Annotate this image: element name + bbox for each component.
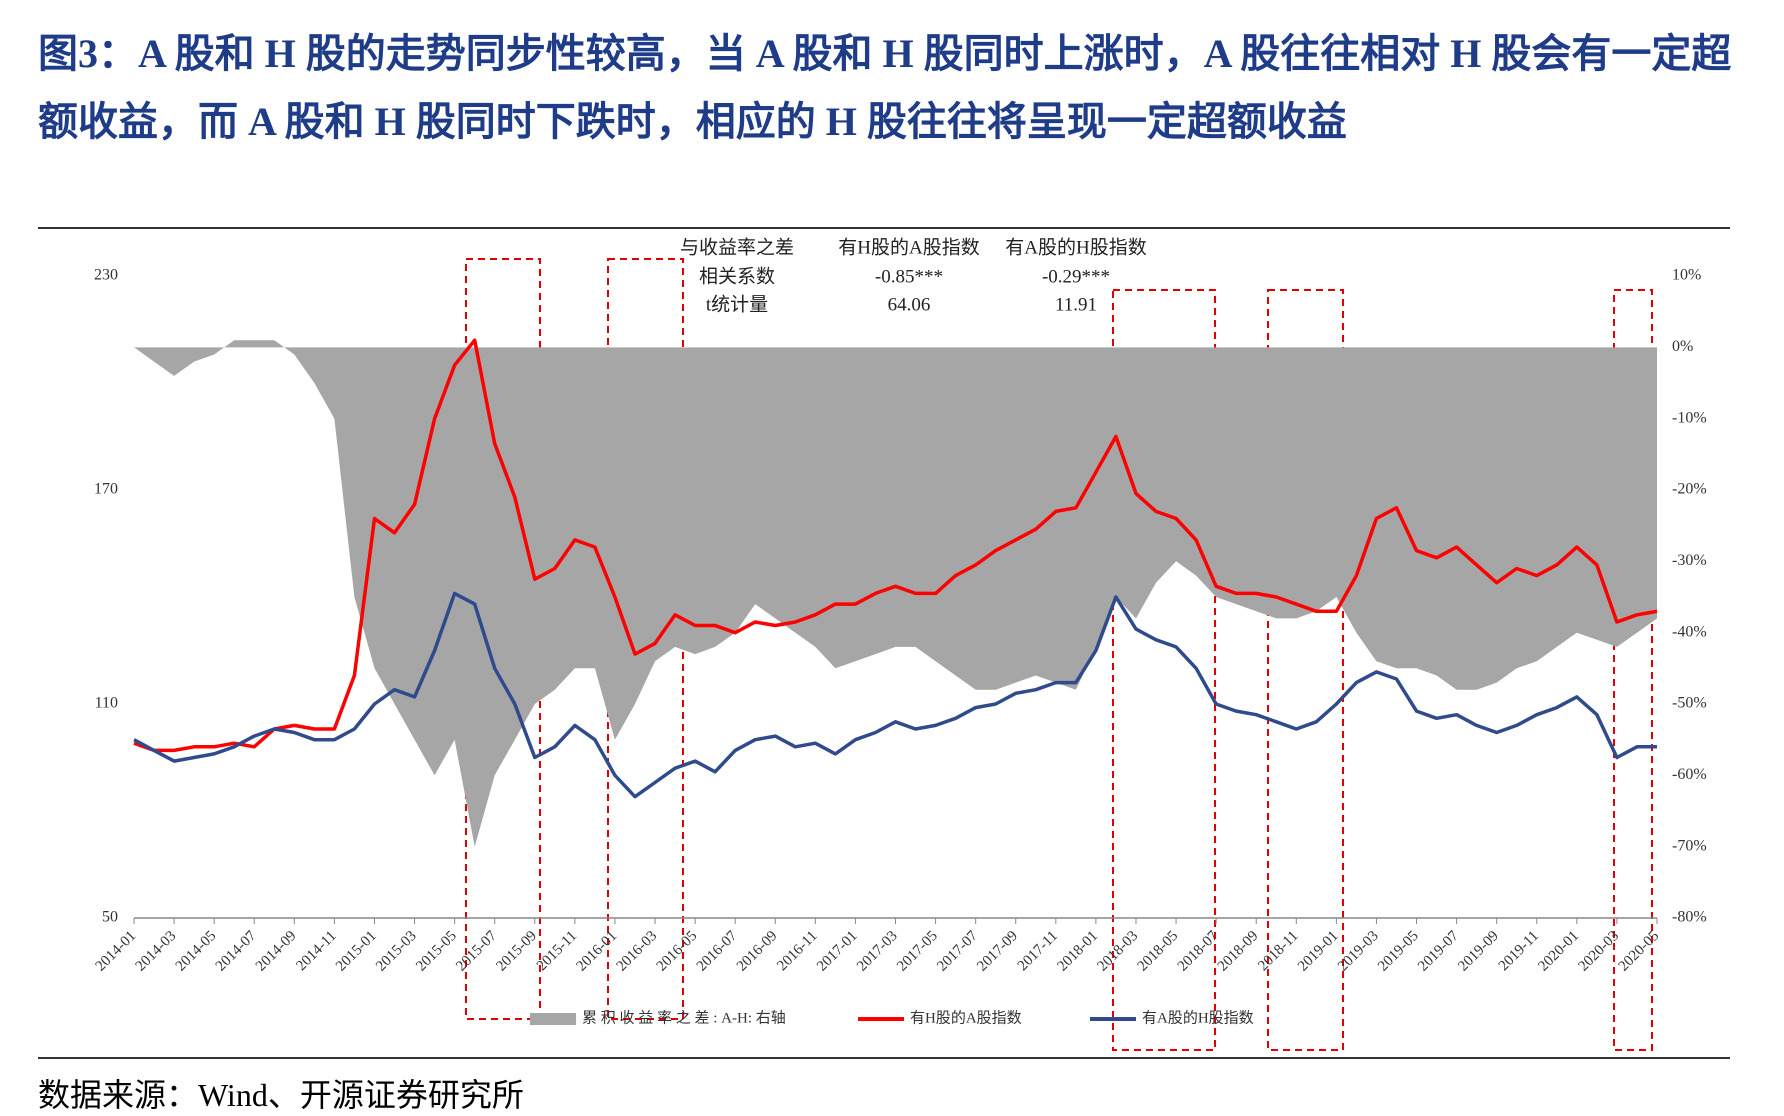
x-tick-label: 2017-05: [894, 928, 941, 975]
x-tick-label: 2014-07: [213, 928, 260, 975]
x-tick-label: 2018-05: [1135, 928, 1182, 975]
y2-tick-label: -60%: [1672, 766, 1707, 783]
y2-tick-label: 0%: [1672, 338, 1693, 355]
x-tick-label: 2017-07: [934, 928, 981, 975]
y2-tick-label: -40%: [1672, 623, 1707, 640]
x-tick-label: 2019-05: [1375, 928, 1422, 975]
x-tick-label: 2015-01: [333, 928, 380, 975]
x-tick-label: 2016-11: [774, 928, 820, 974]
x-tick-label: 2020-05: [1616, 928, 1663, 975]
bottom-rule: [38, 1057, 1730, 1059]
y2-tick-label: -20%: [1672, 481, 1707, 498]
highlight-box: [1112, 289, 1216, 1051]
table-header: 与收益率之差: [680, 236, 794, 258]
x-tick-label: 2019-09: [1455, 928, 1502, 975]
table-cell: -0.29***: [1042, 266, 1110, 287]
area: [134, 340, 1657, 847]
x-tick-label: 2016-09: [734, 928, 781, 975]
y-tick-label: 170: [94, 481, 118, 498]
x-tick-label: 2015-05: [413, 928, 460, 975]
x-tick-label: 2017-01: [814, 928, 861, 975]
x-tick-label: 2016-05: [654, 928, 701, 975]
top-rule: [38, 227, 1730, 229]
line: [133, 338, 1658, 753]
x-tick-label: 2018-01: [1054, 928, 1101, 975]
x-tick-label: 2015-03: [373, 928, 420, 975]
y2-tick-label: -50%: [1672, 695, 1707, 712]
x-tick-label: 2015-07: [453, 928, 500, 975]
table-cell: 相关系数: [699, 265, 775, 287]
y2-tick-label: -70%: [1672, 837, 1707, 854]
x-tick-label: 2018-03: [1095, 928, 1142, 975]
x-tick-label: 2018-11: [1255, 928, 1301, 974]
table-cell: -0.85***: [875, 266, 943, 287]
table-cell: t统计量: [706, 293, 768, 315]
x-tick-label: 2020-01: [1535, 928, 1582, 975]
x-tick-label: 2014-11: [293, 928, 339, 974]
x-tick-label: 2016-01: [574, 928, 621, 975]
x-tick-label: 2017-11: [1015, 928, 1061, 974]
x-tick-label: 2015-09: [493, 928, 540, 975]
source-note: 数据来源：Wind、开源证券研究所: [38, 1077, 524, 1113]
table-header: 有A股的H股指数: [1005, 236, 1146, 258]
x-tick-label: 2014-01: [93, 928, 140, 975]
y2-tick-label: -30%: [1672, 552, 1707, 569]
x-tick-label: 2020-03: [1576, 928, 1623, 975]
table-cell: 11.91: [1055, 294, 1097, 315]
highlight-box: [1613, 289, 1653, 1051]
x-tick-label: 2018-07: [1175, 928, 1222, 975]
line: [133, 591, 1657, 799]
y2-tick-label: -10%: [1672, 409, 1707, 426]
x-tick-label: 2019-07: [1415, 928, 1462, 975]
table-header: 有H股的A股指数: [838, 236, 979, 258]
legend-label: 有H股的A股指数: [910, 1009, 1022, 1026]
x-tick-label: 2017-09: [974, 928, 1021, 975]
chart-title: 图3：A 股和 H 股的走势同步性较高，当 A 股和 H 股同时上涨时，A 股往…: [38, 31, 1732, 144]
table-cell: 64.06: [888, 294, 931, 315]
y-tick-label: 50: [102, 909, 118, 926]
legend-swatch: [530, 1013, 576, 1025]
chart: 50 110 170 230 -80% -70% -60% -50% -40% -30% -20% -…: [93, 236, 1707, 1051]
legend-label: 有A股的H股指数: [1142, 1009, 1254, 1026]
x-tick-label: 2019-01: [1295, 928, 1342, 975]
y2-tick-label: 10%: [1672, 267, 1701, 284]
legend-label: 累 积 收 益 率 之 差 : A-H: 右轴: [582, 1009, 786, 1026]
x-tick-label: 2014-05: [173, 928, 220, 975]
y-tick-label: 110: [95, 695, 118, 712]
y-tick-label: 230: [94, 267, 118, 284]
x-tick-label: 2014-09: [253, 928, 300, 975]
y2-tick-label: -80%: [1672, 909, 1707, 926]
highlight-box: [1267, 289, 1344, 1051]
x-tick-label: 2014-03: [133, 928, 180, 975]
x-tick-label: 2018-09: [1215, 928, 1262, 975]
x-tick-label: 2017-03: [854, 928, 901, 975]
x-tick-label: 2016-07: [694, 928, 741, 975]
x-tick-label: 2016-03: [614, 928, 661, 975]
x-tick-label: 2019-11: [1496, 928, 1542, 974]
